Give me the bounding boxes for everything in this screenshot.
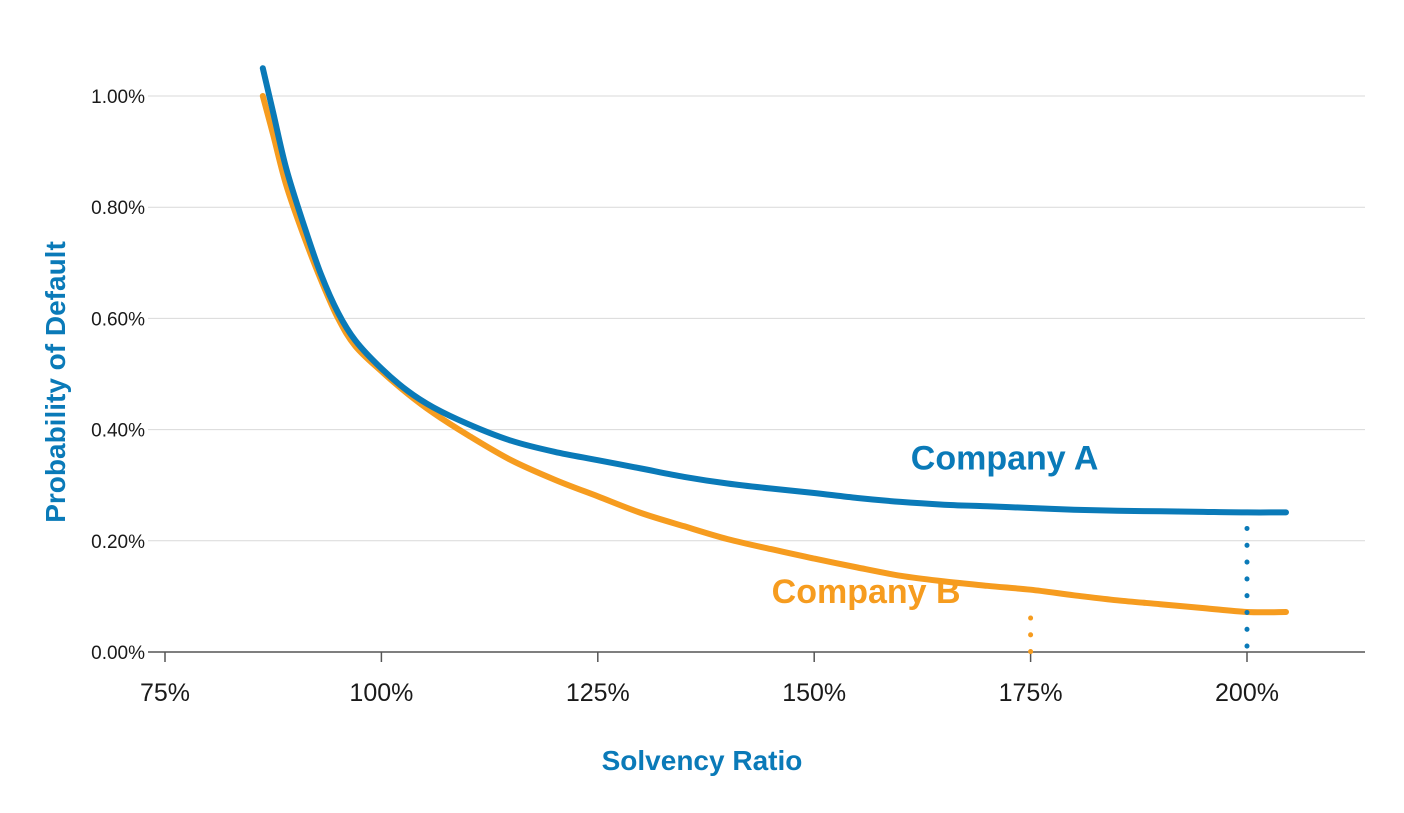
x-axis-ticks: 75% 100% 125% 150% 175% 200% [140, 652, 1279, 707]
x-tick-label: 175% [999, 679, 1063, 707]
x-tick-label: 125% [566, 679, 630, 707]
series-line-company-b [259, 93, 1289, 616]
x-tick-label: 200% [1215, 679, 1279, 707]
series-lines [259, 65, 1289, 616]
grid-lines [148, 95, 1365, 542]
series-annotation-company-a: Company A [911, 439, 1099, 477]
y-tick-label: 1.00% [91, 87, 145, 108]
series-line-company-a [259, 65, 1289, 516]
x-tick-label: 150% [782, 679, 846, 707]
y-axis-ticks: 0.00% 0.20% 0.40% 0.60% 0.80% 1.00% [91, 87, 145, 664]
y-axis-title: Probability of Default [40, 241, 71, 523]
y-tick-label: 0.80% [91, 198, 145, 219]
y-tick-label: 0.40% [91, 421, 145, 442]
y-tick-label: 0.60% [91, 309, 145, 330]
series-annotations: Company A Company B [772, 439, 1099, 610]
y-tick-label: 0.00% [91, 643, 145, 664]
dotted-markers [1028, 525, 1250, 655]
series-annotation-company-b: Company B [772, 573, 961, 611]
x-axis-title: Solvency Ratio [602, 745, 803, 776]
x-tick-label: 75% [140, 679, 190, 707]
y-tick-label: 0.20% [91, 532, 145, 553]
x-tick-label: 100% [349, 679, 413, 707]
